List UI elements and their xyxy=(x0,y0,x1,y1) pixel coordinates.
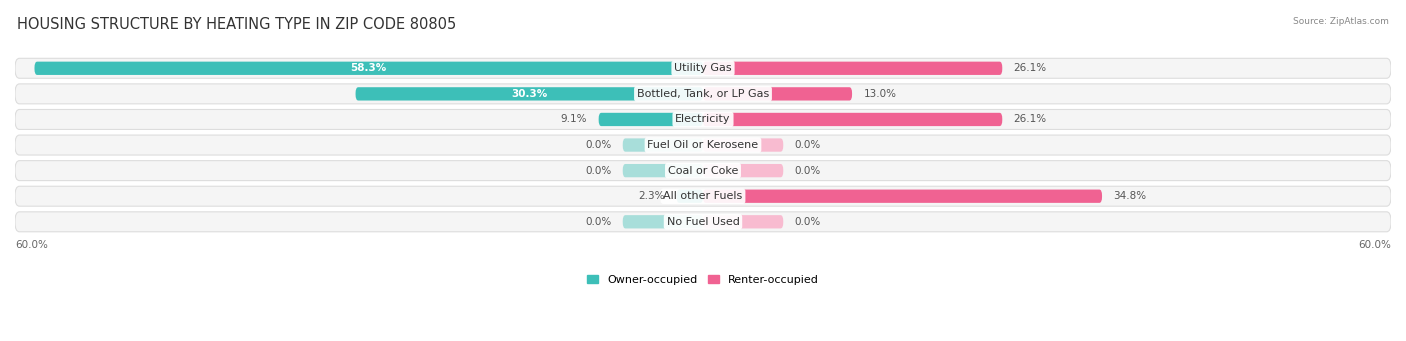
Text: 58.3%: 58.3% xyxy=(350,63,387,73)
Text: 0.0%: 0.0% xyxy=(585,217,612,227)
Text: No Fuel Used: No Fuel Used xyxy=(666,217,740,227)
Text: 60.0%: 60.0% xyxy=(1358,240,1391,250)
Text: 0.0%: 0.0% xyxy=(585,166,612,176)
Text: 26.1%: 26.1% xyxy=(1014,63,1047,73)
FancyBboxPatch shape xyxy=(703,87,852,101)
FancyBboxPatch shape xyxy=(15,58,1391,78)
Text: 0.0%: 0.0% xyxy=(794,140,821,150)
Text: All other Fuels: All other Fuels xyxy=(664,191,742,201)
Text: HOUSING STRUCTURE BY HEATING TYPE IN ZIP CODE 80805: HOUSING STRUCTURE BY HEATING TYPE IN ZIP… xyxy=(17,17,456,32)
Text: 34.8%: 34.8% xyxy=(1114,191,1147,201)
Text: Bottled, Tank, or LP Gas: Bottled, Tank, or LP Gas xyxy=(637,89,769,99)
FancyBboxPatch shape xyxy=(15,212,1391,232)
FancyBboxPatch shape xyxy=(15,109,1391,130)
FancyBboxPatch shape xyxy=(356,87,703,101)
Text: 0.0%: 0.0% xyxy=(585,140,612,150)
FancyBboxPatch shape xyxy=(15,84,1391,104)
FancyBboxPatch shape xyxy=(703,164,783,177)
FancyBboxPatch shape xyxy=(599,113,703,126)
Text: 26.1%: 26.1% xyxy=(1014,115,1047,124)
FancyBboxPatch shape xyxy=(15,161,1391,181)
Text: Coal or Coke: Coal or Coke xyxy=(668,166,738,176)
FancyBboxPatch shape xyxy=(676,190,703,203)
FancyBboxPatch shape xyxy=(15,186,1391,206)
FancyBboxPatch shape xyxy=(703,113,1002,126)
Text: 9.1%: 9.1% xyxy=(561,115,588,124)
FancyBboxPatch shape xyxy=(623,215,703,228)
FancyBboxPatch shape xyxy=(703,138,783,152)
FancyBboxPatch shape xyxy=(703,190,1102,203)
Text: Electricity: Electricity xyxy=(675,115,731,124)
FancyBboxPatch shape xyxy=(35,62,703,75)
FancyBboxPatch shape xyxy=(623,164,703,177)
Text: 30.3%: 30.3% xyxy=(512,89,547,99)
FancyBboxPatch shape xyxy=(623,138,703,152)
Text: Utility Gas: Utility Gas xyxy=(675,63,731,73)
Text: 0.0%: 0.0% xyxy=(794,166,821,176)
FancyBboxPatch shape xyxy=(703,215,783,228)
Text: Fuel Oil or Kerosene: Fuel Oil or Kerosene xyxy=(647,140,759,150)
Text: Source: ZipAtlas.com: Source: ZipAtlas.com xyxy=(1294,17,1389,26)
Text: 0.0%: 0.0% xyxy=(794,217,821,227)
Legend: Owner-occupied, Renter-occupied: Owner-occupied, Renter-occupied xyxy=(582,270,824,289)
Text: 13.0%: 13.0% xyxy=(863,89,897,99)
Text: 60.0%: 60.0% xyxy=(15,240,48,250)
FancyBboxPatch shape xyxy=(703,62,1002,75)
Text: 2.3%: 2.3% xyxy=(638,191,665,201)
FancyBboxPatch shape xyxy=(15,135,1391,155)
